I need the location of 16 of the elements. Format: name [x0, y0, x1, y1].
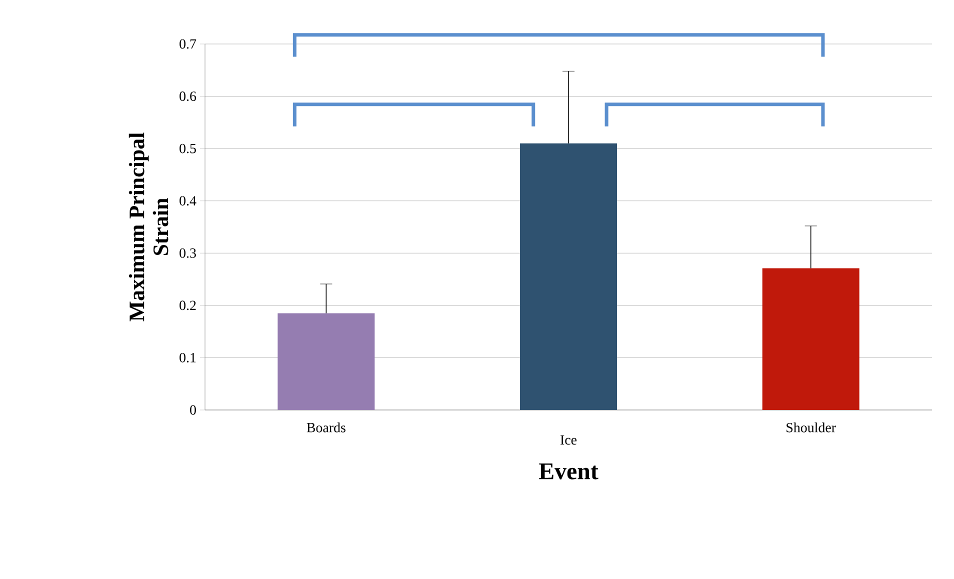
y-tick-label: 0.2	[180, 300, 196, 310]
bar	[520, 143, 618, 410]
y-tick-label: 0.7	[180, 39, 196, 49]
x-tick-label: Ice	[560, 435, 577, 445]
y-axis-title: Maximum Principal Strain	[128, 132, 168, 322]
x-tick-label: Boards	[306, 422, 346, 432]
y-tick-label: 0.3	[180, 248, 196, 258]
y-tick-label: 0.5	[180, 144, 196, 154]
x-axis-title: Event	[539, 463, 598, 480]
y-tick-label: 0	[190, 405, 196, 415]
y-tick-label: 0.6	[180, 92, 196, 102]
bar	[762, 268, 860, 410]
bar	[278, 313, 375, 410]
y-tick-label: 0.1	[180, 352, 196, 362]
x-tick-label: Shoulder	[786, 422, 836, 432]
y-tick-label: 0.4	[180, 196, 196, 206]
